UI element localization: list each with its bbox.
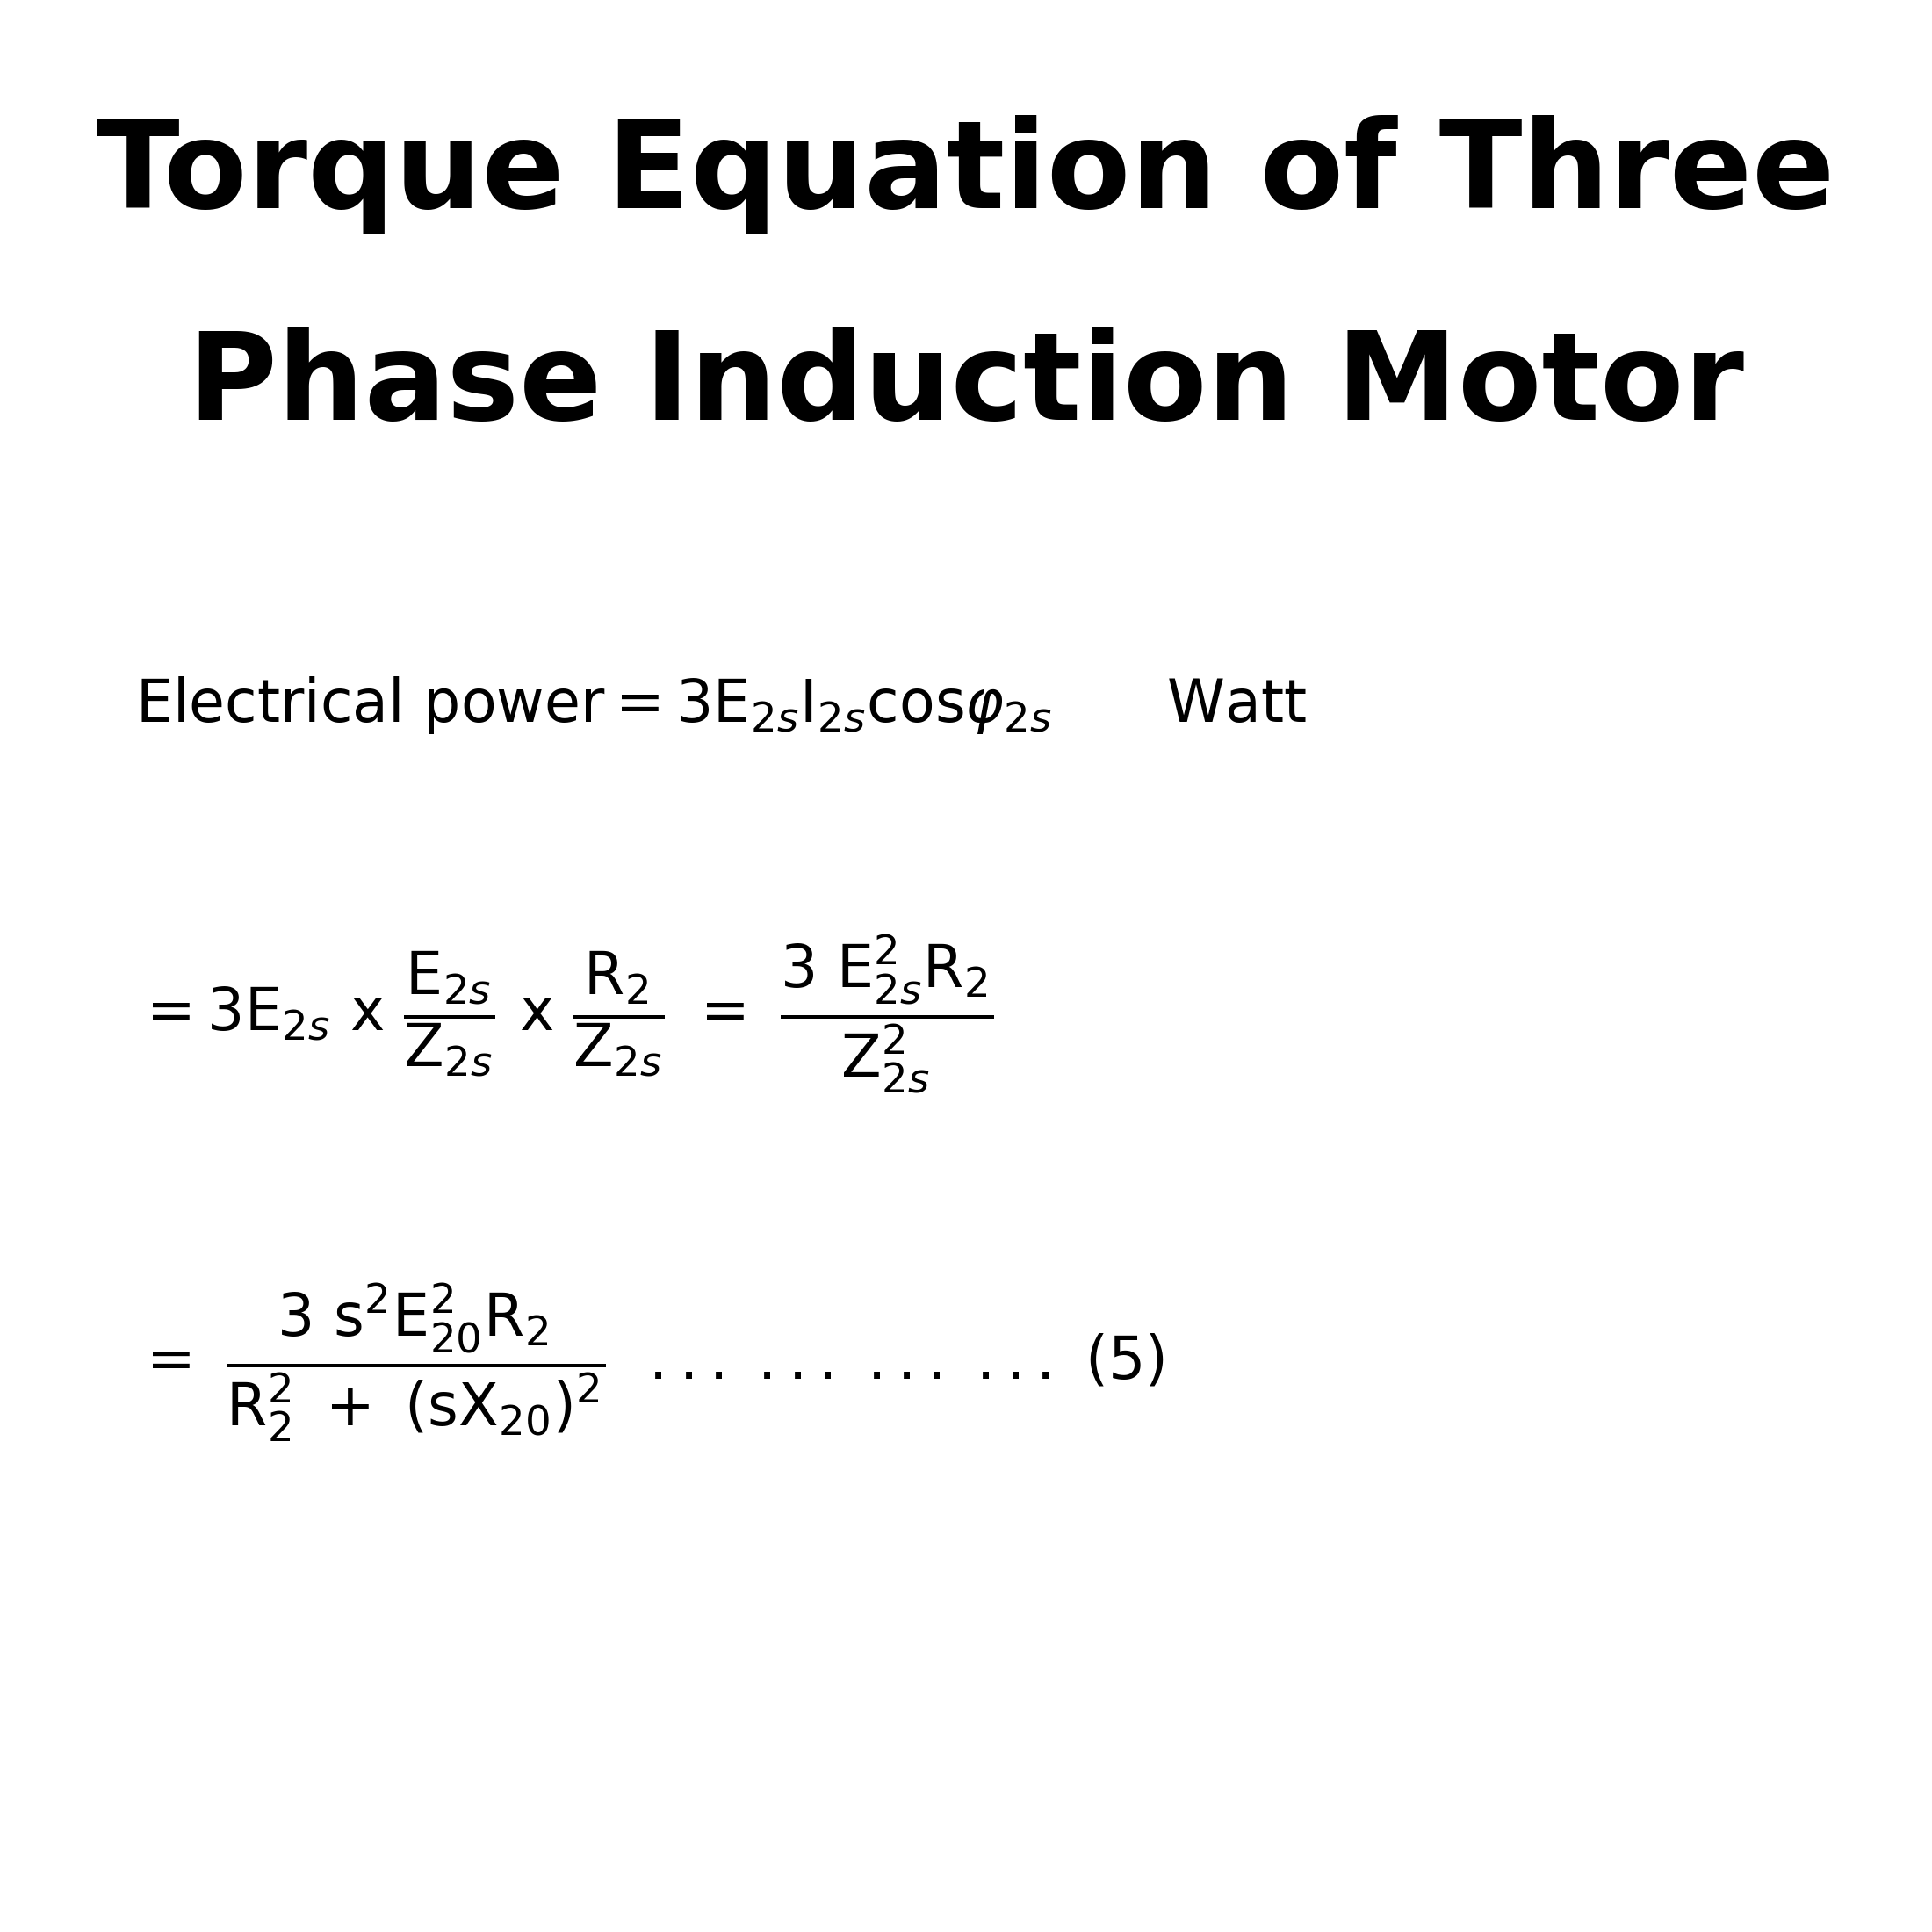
Text: $\mathrm{Electrical\ power} = 3\mathrm{E}_{2s}\mathrm{I}_{2s}\mathrm{cos}\varphi: $\mathrm{Electrical\ power} = 3\mathrm{E…	[135, 674, 1306, 736]
Text: Phase Induction Motor: Phase Induction Motor	[187, 327, 1745, 446]
Text: Torque Equation of Three: Torque Equation of Three	[97, 114, 1835, 234]
Text: $= 3\mathrm{E}_{2s}\ \mathrm{x}\ \dfrac{\mathrm{E}_{2s}}{\mathrm{Z}_{2s}}\ \math: $= 3\mathrm{E}_{2s}\ \mathrm{x}\ \dfrac{…	[135, 933, 993, 1095]
Text: $=\ \dfrac{3\ \mathrm{s}^2\mathrm{E}_{20}^2\mathrm{R}_2}{\mathrm{R}_2^2\ +\ (\ma: $=\ \dfrac{3\ \mathrm{s}^2\mathrm{E}_{20…	[135, 1281, 1165, 1443]
